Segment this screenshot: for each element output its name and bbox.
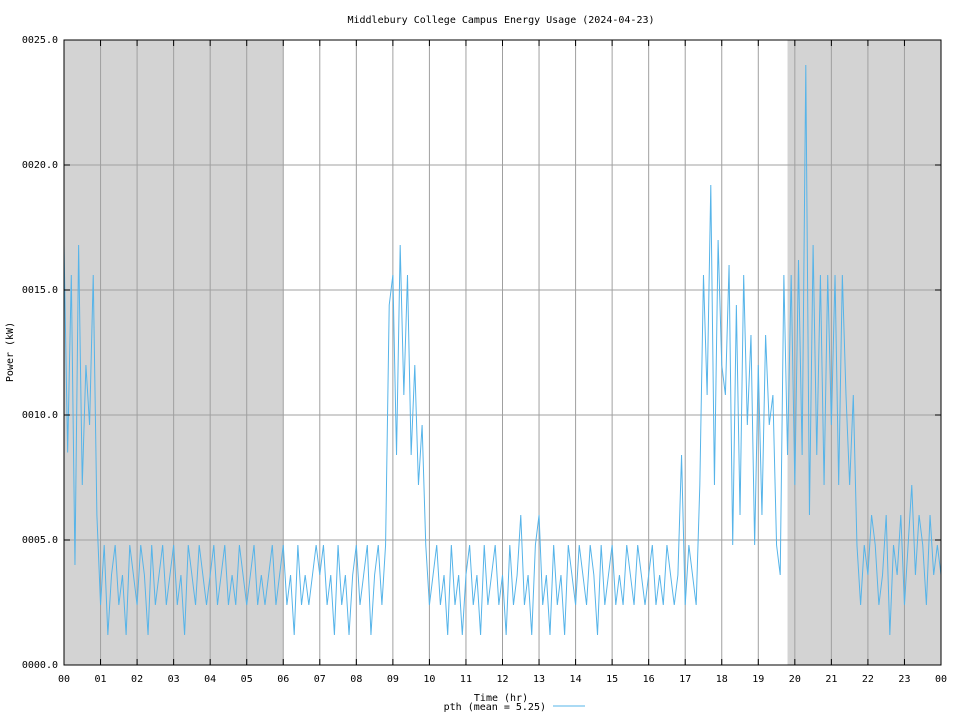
axes-layer: 00 01 02 03 04 05 06 07 08 09 10 11 12 13 14 15 16 17 18 19… <box>22 35 947 685</box>
x-tick-label: 07 <box>314 674 326 685</box>
plot-border <box>63 39 942 666</box>
x-tick-label: 12 <box>496 674 508 685</box>
night-shade <box>787 40 941 665</box>
plot-layer <box>63 64 942 636</box>
grid-layer <box>63 39 942 666</box>
x-tick-label: 00 <box>935 674 947 685</box>
x-tick-label: 11 <box>460 674 472 685</box>
x-tick-label: 09 <box>387 674 399 685</box>
x-tick-label: 05 <box>241 674 253 685</box>
x-tick-label: 20 <box>789 674 801 685</box>
x-tick-label: 10 <box>423 674 435 685</box>
x-tick-label: 18 <box>716 674 728 685</box>
x-tick-label: 13 <box>533 674 545 685</box>
x-tick-label: 22 <box>862 674 874 685</box>
y-tick-label: 0015.0 <box>22 285 58 296</box>
x-tick-label: 04 <box>204 674 216 685</box>
x-tick-label: 17 <box>679 674 691 685</box>
y-tick-label: 0025.0 <box>22 35 58 46</box>
y-tick-label: 0000.0 <box>22 660 58 671</box>
x-tick-label: 01 <box>95 674 107 685</box>
x-tick-label: 14 <box>570 674 582 685</box>
x-tick-label: 16 <box>643 674 655 685</box>
x-tick-label: 06 <box>277 674 289 685</box>
x-tick-label: 21 <box>825 674 837 685</box>
x-axis-label: Time (hr) <box>474 693 528 704</box>
y-tick-label: 0020.0 <box>22 160 58 171</box>
y-axis-label: Power (kW) <box>5 322 16 382</box>
x-tick-label: 00 <box>58 674 70 685</box>
legend-label: pth (mean = 5.25) <box>444 702 546 713</box>
chart-title: Middlebury College Campus Energy Usage (… <box>347 15 654 26</box>
x-tick-label: 23 <box>898 674 910 685</box>
x-tick-label: 19 <box>752 674 764 685</box>
x-tick-label: 02 <box>131 674 143 685</box>
data-line <box>63 64 942 636</box>
y-tick-label: 0010.0 <box>22 410 58 421</box>
y-tick-label: 0005.0 <box>22 535 58 546</box>
x-tick-label: 03 <box>168 674 180 685</box>
x-tick-label: 08 <box>350 674 362 685</box>
x-tick-label: 15 <box>606 674 618 685</box>
